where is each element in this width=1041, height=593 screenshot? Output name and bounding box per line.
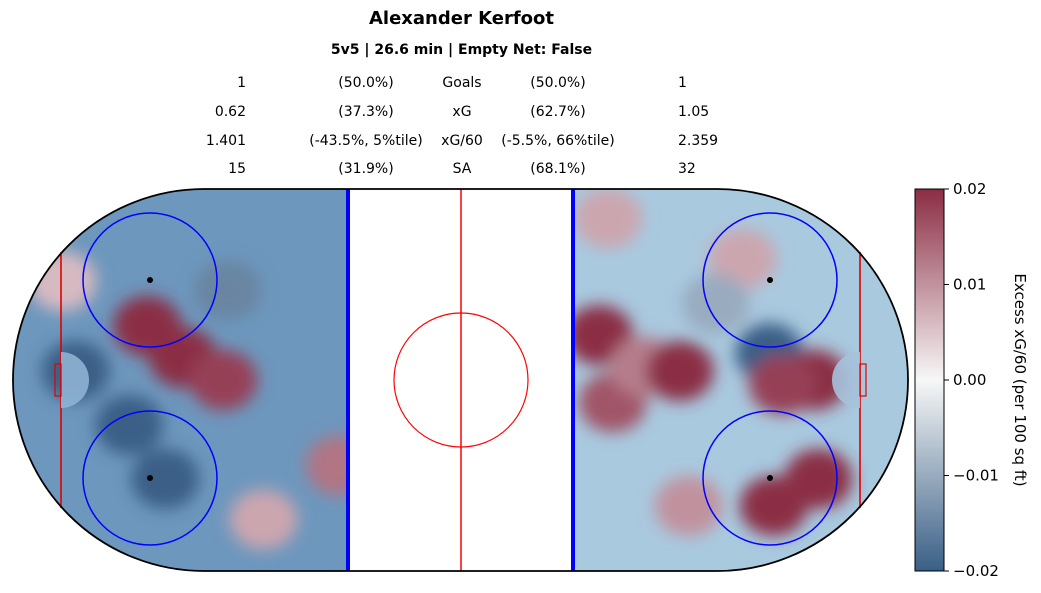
sa-label: SA (452, 161, 472, 177)
sa-right-value: 32 (678, 161, 696, 177)
colorbar-tick-label: −0.01 (953, 467, 999, 485)
left-heat-blob-6 (193, 260, 262, 321)
xg-right-pct: (62.7%) (530, 104, 586, 120)
xg60-label: xG/60 (441, 133, 483, 149)
right-heat-blob-8 (645, 341, 714, 402)
colorbar: 0.02 0.01 0.00 −0.01 −0.02 Excess xG/60 (per… (914, 180, 1029, 580)
xg-left-pct: (37.3%) (338, 104, 394, 120)
chart-title: Alexander Kerfoot (368, 8, 554, 29)
right-heat-blob-9 (574, 189, 643, 249)
xg60-right-pct: (-5.5%, 66%tile) (501, 133, 615, 149)
left-heat-blob-2 (189, 350, 258, 410)
rink-boards (12, 188, 909, 572)
colorbar-tick-label: −0.02 (953, 562, 999, 580)
right-goal-net (859, 363, 867, 397)
xg60-left-value: 1.401 (205, 133, 246, 149)
right-top-faceoff-circle (702, 212, 838, 348)
left-bottom-faceoff-dot (147, 475, 153, 481)
colorbar-tick-label: 0.00 (953, 371, 986, 389)
left-top-faceoff-circle (82, 212, 218, 348)
colorbar-label: Excess xG/60 (per 100 sq ft) (1011, 273, 1029, 486)
sa-left-pct: (31.9%) (338, 161, 394, 177)
heatmap-layer (13, 189, 908, 571)
right-heat-blob-4 (748, 354, 817, 415)
goals-left-value: 1 (237, 75, 246, 91)
xg-right-value: 1.05 (678, 104, 710, 120)
right-heat-blob-12 (681, 273, 750, 334)
chart-subtitle: 5v5 | 26.6 min | Empty Net: False (330, 42, 593, 58)
right-top-faceoff-dot (767, 277, 773, 283)
sa-right-pct: (68.1%) (530, 161, 586, 177)
xg60-left-pct: (-43.5%, 5%tile) (309, 133, 423, 149)
left-goal-net (54, 363, 62, 397)
right-heat-blob-2 (739, 475, 808, 536)
left-goal-crease (61, 352, 89, 408)
colorbar-tick-label: 0.01 (953, 276, 986, 294)
rink-markings (12, 188, 909, 572)
left-bottom-faceoff-circle (82, 410, 218, 546)
colorbar-tick-label: 0.02 (953, 180, 986, 198)
right-bottom-faceoff-circle (702, 410, 838, 546)
left-heat-blob-5 (131, 448, 200, 509)
xg-label: xG (452, 104, 472, 120)
xg60-right-value: 2.359 (678, 133, 719, 149)
right-bottom-faceoff-dot (767, 475, 773, 481)
sa-left-value: 15 (228, 161, 246, 177)
right-heat-blob-10 (708, 228, 777, 289)
center-faceoff-circle (393, 312, 529, 448)
right-heat-blob-11 (654, 475, 723, 536)
goals-label: Goals (442, 75, 482, 91)
goals-right-pct: (50.0%) (530, 75, 586, 91)
xg-left-value: 0.62 (214, 104, 246, 120)
left-heat-blob-9 (229, 489, 298, 550)
goals-right-value: 1 (678, 75, 687, 91)
colorbar-gradient (914, 188, 945, 572)
right-goal-crease (832, 352, 860, 408)
left-heat-blob-3 (95, 394, 164, 455)
left-top-faceoff-dot (147, 277, 153, 283)
goals-left-pct: (50.0%) (338, 75, 394, 91)
